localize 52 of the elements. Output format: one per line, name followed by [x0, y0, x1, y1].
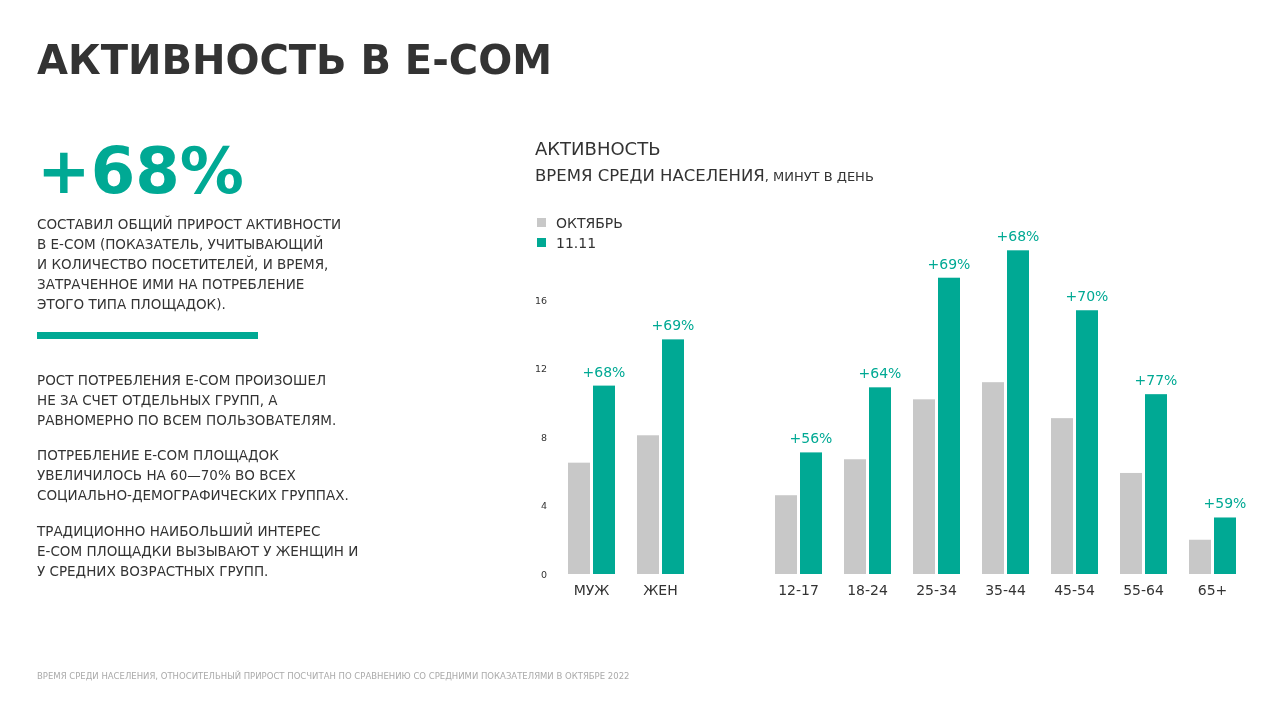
bar	[1189, 539, 1211, 574]
x-tick-label: 25-34	[916, 582, 957, 598]
annotation: +77%	[1134, 372, 1178, 389]
text: РОСТ ПОТРЕБЛЕНИЯ E-COM ПРОИЗОШЕЛ НЕ ЗА СЧЕТ ОТДЕЛЬНЫХ ГРУПП, А РАВНОМЕРНО ПО ВСЕМ ПОЛЬЗОВАТЕЛЯМ.	[37, 372, 337, 428]
annotation: +59%	[1203, 495, 1247, 512]
legend-label: 11.11	[556, 234, 597, 251]
bar	[1145, 394, 1167, 574]
text: АКТИВНОСТЬ В E-COM	[37, 37, 552, 83]
legend-label: ОКТЯБРЬ	[556, 214, 623, 231]
x-tick-label: 12-17	[778, 582, 819, 598]
annotation: +70%	[1065, 288, 1109, 305]
text: СОСТАВИЛ ОБЩИЙ ПРИРОСТ АКТИВНОСТИ В E-COM (ПОКАЗАТЕЛЬ, УЧИТЫВАЮЩИЙ И КОЛИЧЕСТВО ПОСЕТИТЕЛЕЙ, И ВРЕМЯ, ЗАТРАЧЕННОЕ ИМИ НА ПОТРЕБЛЕНИЕ ЭТОГО ТИПА ПЛОЩАДОК).	[37, 215, 342, 312]
bar	[913, 399, 935, 574]
y-tick-label: 0	[540, 568, 547, 580]
x-tick-label: ЖЕН	[643, 582, 678, 598]
chart-title: АКТИВНОСТЬ	[535, 138, 661, 159]
y-tick-label: 8	[540, 431, 547, 443]
y-tick-label: 12	[534, 363, 547, 375]
text: ВРЕМЯ СРЕДИ НАСЕЛЕНИЯ, ОТНОСИТЕЛЬНЫЙ ПРИРОСТ ПОСЧИТАН ПО СРАВНЕНИЮ СО СРЕДНИМИ ПОКАЗАТЕЛЯМИ В ОКТЯБРЕ 2022	[37, 670, 630, 681]
x-tick-label: 18-24	[847, 582, 888, 598]
bar	[800, 452, 822, 574]
bar	[869, 387, 891, 574]
bar	[844, 459, 866, 574]
annotation: +69%	[651, 317, 695, 334]
x-tick-label: 35-44	[985, 582, 1026, 598]
x-tick-label: 65+	[1197, 582, 1228, 598]
annotation: +68%	[996, 228, 1040, 245]
y-tick-label: 4	[540, 500, 547, 512]
annotation: +64%	[858, 365, 902, 382]
bar	[982, 382, 1004, 574]
bar	[1214, 517, 1236, 574]
bar	[662, 339, 684, 574]
bar	[568, 462, 590, 574]
annotation: +56%	[789, 430, 833, 447]
annotation: +69%	[927, 255, 971, 272]
text: ПОТРЕБЛЕНИЕ E-COM ПЛОЩАДОК УВЕЛИЧИЛОСЬ НА 60—70% ВО ВСЕХ СОЦИАЛЬНО-ДЕМОГРАФИЧЕСКИХ ГРУППАХ.	[37, 447, 349, 503]
annotation: +68%	[582, 363, 626, 380]
bar	[775, 495, 797, 574]
text: +68%	[37, 134, 244, 208]
bar	[1051, 418, 1073, 574]
x-tick-label: МУЖ	[573, 582, 610, 598]
x-tick-label: 45-54	[1054, 582, 1095, 598]
bar	[1076, 310, 1098, 574]
bar	[1120, 472, 1142, 574]
text: ТРАДИЦИОННО НАИБОЛЬШИЙ ИНТЕРЕС E-COM ПЛОЩАДКИ ВЫЗЫВАЮТ У ЖЕНЩИН И У СРЕДНИХ ВОЗРАСТНЫХ ГРУПП.	[36, 522, 359, 579]
chart-subtitle: ВРЕМЯ СРЕДИ НАСЕЛЕНИЯ, МИНУТ В ДЕНЬ	[535, 166, 874, 185]
bar	[593, 385, 615, 574]
y-tick-label: 16	[534, 294, 547, 306]
bar	[1007, 250, 1029, 574]
x-tick-label: 55-64	[1123, 582, 1164, 598]
bar	[637, 435, 659, 574]
bar	[938, 277, 960, 574]
